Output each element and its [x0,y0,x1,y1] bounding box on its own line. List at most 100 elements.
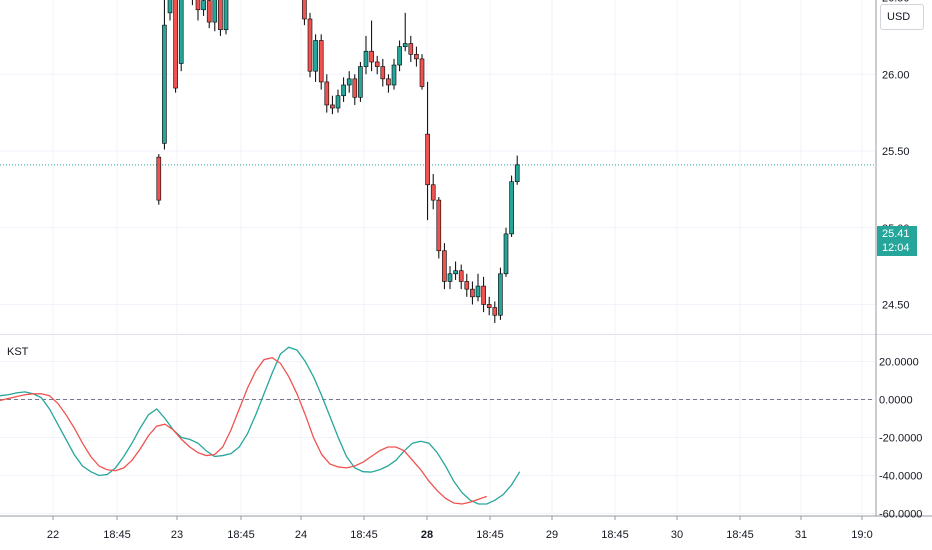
candle [201,0,206,16]
candle-body [302,0,307,20]
candle-body [167,0,173,14]
candle-body [419,58,425,87]
candle [352,74,358,105]
candle [324,74,330,113]
candle [453,261,458,280]
candle-body [206,0,212,23]
candle [346,71,352,93]
candle [408,35,414,62]
time-tick-label: 18:45 [103,529,131,541]
candle [380,58,386,87]
last-price-badge: 25.41 12:04 [877,226,917,256]
time-tick-label: 18:45 [476,529,504,541]
time-tick-label: 24 [295,529,307,541]
candle-body [475,285,481,298]
candle [430,174,436,210]
candle-body [318,40,324,83]
candle [178,0,184,72]
candle [218,0,223,36]
candle [341,77,346,102]
candle [369,20,374,72]
candlestick-series [156,0,520,323]
candle [458,264,464,290]
kst-tick-label: 0.0000 [879,395,913,407]
candle-body [470,288,475,298]
candle-body [330,104,335,109]
kst-indicator-label[interactable]: KST [7,346,29,358]
candle [402,12,408,52]
price-tick-label: 24.50 [882,300,910,312]
candle-body [212,0,218,23]
kst-lines [0,346,521,505]
candle-body [178,0,184,64]
candle-body [397,46,402,66]
candle [436,197,442,259]
time-tick-label: 28 [421,529,433,541]
candle-body [341,84,346,97]
kst-tick-label: -60.0000 [879,509,922,521]
time-tick-label: 18:45 [601,529,629,541]
candle-body [442,250,447,282]
price-tick-label: 26.50 [882,0,910,5]
candle-body [414,53,419,60]
kst-tick-label: -40.0000 [879,471,922,483]
candle-body [509,181,514,235]
candle [391,58,397,90]
candle [397,40,402,72]
candle [481,276,486,313]
candle [173,0,178,93]
candle [503,227,509,277]
candle [223,0,229,35]
candle [442,243,447,290]
candle-body [481,285,486,305]
kst-signal-line [0,357,487,505]
candle [419,54,425,90]
candle [386,74,391,93]
candle-body [453,270,458,275]
price-tick-label: 26.00 [882,69,910,81]
candle-body [402,43,408,47]
candle-body [436,199,442,252]
candle-body [464,281,470,290]
candle [425,81,430,221]
candle-body [386,78,391,86]
candle-body [498,273,503,316]
candle [206,0,212,29]
candle-body [503,233,509,275]
candle-body [324,81,330,106]
candle-body [195,0,201,11]
candle-body [514,164,520,183]
candle [302,0,307,26]
candle-body [380,66,386,80]
candle-body [313,40,318,72]
candle [358,61,363,102]
candle [307,12,313,78]
candle [318,34,324,90]
candle-body [218,0,223,31]
pane-separators [0,0,932,517]
candle-body [492,307,498,316]
candle [509,175,514,237]
time-tick-label: 23 [171,529,183,541]
candle-body [156,156,162,201]
time-tick-label: 19:0 [851,529,872,541]
candle [330,95,335,115]
candle-body [352,78,358,98]
candle-body [162,24,167,144]
candle [486,296,492,316]
candle [313,34,318,82]
candle-body [307,18,313,72]
candle-body [363,50,369,67]
candle [167,0,173,21]
candle-body [358,66,363,98]
candle [212,0,218,32]
candle [470,281,475,305]
candle [363,35,369,75]
time-tick-label: 18:45 [726,529,754,541]
candle [195,0,201,21]
last-price-value: 25.41 [882,228,910,240]
currency-button[interactable]: USD [880,4,924,30]
candle-body [374,61,380,67]
